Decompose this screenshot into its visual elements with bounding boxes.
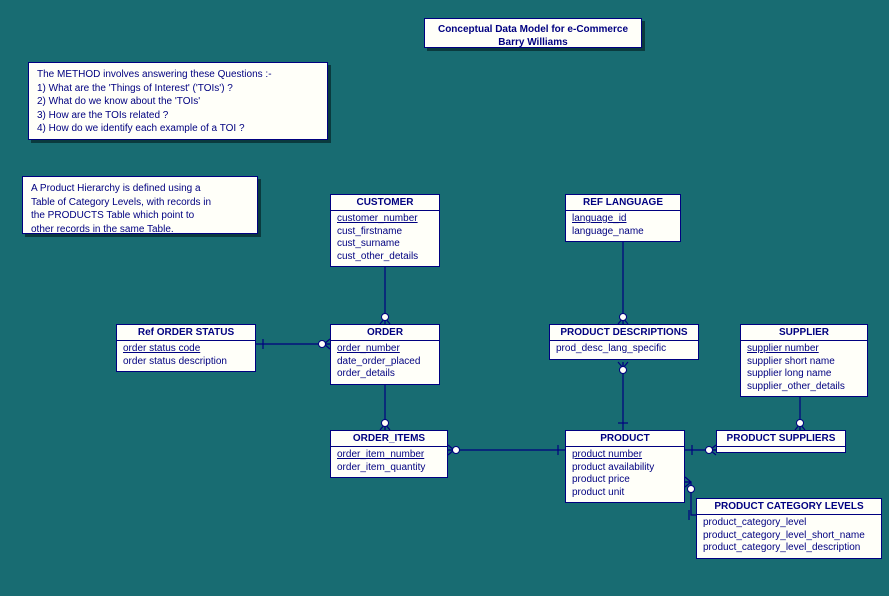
entity-body: supplier numbersupplier short namesuppli… [741, 341, 867, 396]
entity-key: order_item_number [337, 449, 441, 462]
entity-product_category_levels: PRODUCT CATEGORY LEVELSproduct_category_… [696, 498, 882, 559]
entity-title: Ref ORDER STATUS [117, 325, 255, 341]
hierarchy-box: A Product Hierarchy is defined using aTa… [22, 176, 258, 234]
entity-attr: product unit [572, 487, 678, 500]
entity-key: customer_number [337, 213, 433, 226]
title-box: Conceptual Data Model for e-CommerceBarr… [424, 18, 642, 48]
entity-title: SUPPLIER [741, 325, 867, 341]
entity-ref_order_status: Ref ORDER STATUSorder status codeorder s… [116, 324, 256, 372]
method-line: 1) What are the 'Things of Interest' ('T… [37, 82, 319, 96]
entity-key: order_number [337, 343, 433, 356]
entity-attr: product_category_level_description [703, 542, 875, 555]
entity-attr: product_category_level [703, 517, 875, 530]
hierarchy-line: Table of Category Levels, with records i… [31, 196, 249, 210]
entity-product: PRODUCTproduct numberproduct availabilit… [565, 430, 685, 503]
entity-supplier: SUPPLIERsupplier numbersupplier short na… [740, 324, 868, 397]
entity-title: PRODUCT SUPPLIERS [717, 431, 845, 447]
entity-attr: cust_other_details [337, 251, 433, 264]
entity-product_descriptions: PRODUCT DESCRIPTIONS prod_desc_lang_speci… [549, 324, 699, 360]
entity-key: language_id [572, 213, 674, 226]
entity-title: PRODUCT CATEGORY LEVELS [697, 499, 881, 515]
entity-attr: product availability [572, 462, 678, 475]
entity-order: ORDERorder_numberdate_order_placedorder_… [330, 324, 440, 385]
entity-key: supplier number [747, 343, 861, 356]
entity-title: REF LANGUAGE [566, 195, 680, 211]
method-line: 3) How are the TOIs related ? [37, 109, 319, 123]
entity-attr: language_name [572, 226, 674, 239]
entity-attr: date_order_placed [337, 356, 433, 369]
entity-product_suppliers: PRODUCT SUPPLIERS [716, 430, 846, 453]
entity-body: order_numberdate_order_placedorder_detai… [331, 341, 439, 384]
entity-attr: order_details [337, 368, 433, 381]
entity-attr: cust_firstname [337, 226, 433, 239]
entity-title: ORDER [331, 325, 439, 341]
entity-title: ORDER_ITEMS [331, 431, 447, 447]
entity-key: product number [572, 449, 678, 462]
entity-body: order_item_numberorder_item_quantity [331, 447, 447, 477]
entity-body: order status codeorder status descriptio… [117, 341, 255, 371]
entity-key: order status code [123, 343, 249, 356]
entity-attr: product price [572, 474, 678, 487]
title-line1: Conceptual Data Model for e-Commerce [435, 23, 631, 36]
entity-ref_language: REF LANGUAGElanguage_idlanguage_name [565, 194, 681, 242]
method-line: 4) How do we identify each example of a … [37, 122, 319, 136]
entity-body: product numberproduct availabilityproduc… [566, 447, 684, 502]
method-box: The METHOD involves answering these Ques… [28, 62, 328, 140]
entity-attr: order status description [123, 356, 249, 369]
entity-attr: cust_surname [337, 238, 433, 251]
entity-customer: CUSTOMERcustomer_numbercust_firstnamecus… [330, 194, 440, 267]
entity-attr: prod_desc_lang_specific [556, 343, 692, 356]
entity-order_items: ORDER_ITEMSorder_item_numberorder_item_q… [330, 430, 448, 478]
entity-attr: supplier short name [747, 356, 861, 369]
entity-title: PRODUCT DESCRIPTIONS [550, 325, 698, 341]
entity-title: PRODUCT [566, 431, 684, 447]
method-line: 2) What do we know about the 'TOIs' [37, 95, 319, 109]
title-line2: Barry Williams [435, 36, 631, 49]
entity-attr: order_item_quantity [337, 462, 441, 475]
method-line: The METHOD involves answering these Ques… [37, 68, 319, 82]
entity-body: customer_numbercust_firstnamecust_surnam… [331, 211, 439, 266]
hierarchy-line: A Product Hierarchy is defined using a [31, 182, 249, 196]
entity-body: language_idlanguage_name [566, 211, 680, 241]
entity-body [717, 447, 845, 452]
hierarchy-line: other records in the same Table. [31, 223, 249, 237]
entity-title: CUSTOMER [331, 195, 439, 211]
hierarchy-line: the PRODUCTS Table which point to [31, 209, 249, 223]
entity-body: prod_desc_lang_specific [550, 341, 698, 359]
entity-attr: supplier_other_details [747, 381, 861, 394]
entity-attr: supplier long name [747, 368, 861, 381]
entity-attr: product_category_level_short_name [703, 530, 875, 543]
entity-body: product_category_levelproduct_category_l… [697, 515, 881, 558]
